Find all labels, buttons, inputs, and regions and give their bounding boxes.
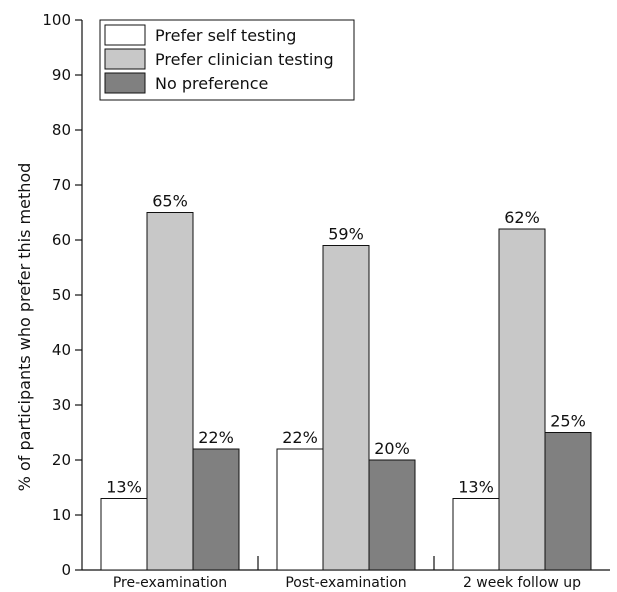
y-axis-label: % of participants who prefer this method: [15, 163, 34, 492]
data-label-0-1: 65%: [152, 192, 188, 211]
x-tick-label-2: 2 week follow up: [463, 575, 581, 591]
bar-1-1: [322, 245, 370, 571]
data-label-1-0: 22%: [282, 428, 318, 447]
y-axis: 0 10 20 30 40 50 60 70 80 90 100: [42, 11, 83, 579]
bar-2-1: [498, 228, 546, 571]
legend-swatch-2: [104, 72, 146, 94]
legend: Prefer self testing Prefer clinician test…: [99, 19, 355, 101]
bar-1-2: [368, 459, 416, 571]
x-tick-label-1: Post-examination: [285, 575, 406, 591]
y-tick-label-80: 80: [52, 121, 71, 139]
bar-2-0: [452, 498, 500, 571]
data-label-2-2: 25%: [550, 412, 586, 431]
y-tick-label-90: 90: [52, 66, 71, 84]
data-label-0-0: 13%: [106, 478, 142, 497]
y-tick-label-30: 30: [52, 396, 71, 414]
legend-label-0: Prefer self testing: [155, 26, 296, 45]
y-tick-label-50: 50: [52, 286, 71, 304]
legend-label-1: Prefer clinician testing: [155, 50, 334, 69]
legend-label-2: No preference: [155, 74, 268, 93]
legend-swatch-0: [104, 24, 146, 46]
legend-swatch-1: [104, 48, 146, 70]
bar-0-0: [100, 498, 148, 571]
y-tick-label-20: 20: [52, 451, 71, 469]
y-tick-label-60: 60: [52, 231, 71, 249]
bar-1-0: [276, 448, 324, 571]
y-tick-label-40: 40: [52, 341, 71, 359]
bar-0-1: [146, 212, 194, 571]
x-tick-label-0: Pre-examination: [113, 575, 227, 591]
y-tick-label-70: 70: [52, 176, 71, 194]
data-labels: 13% 65% 22% 22% 59% 20% 13% 62% 25%: [106, 192, 586, 497]
data-label-1-2: 20%: [374, 439, 410, 458]
data-label-0-2: 22%: [198, 428, 234, 447]
y-tick-label-10: 10: [52, 506, 71, 524]
y-tick-label-100: 100: [42, 11, 71, 29]
data-label-2-0: 13%: [458, 478, 494, 497]
data-label-1-1: 59%: [328, 225, 364, 244]
y-tick-label-0: 0: [61, 561, 71, 579]
bars: [100, 212, 592, 571]
data-label-2-1: 62%: [504, 208, 540, 227]
bar-2-2: [544, 432, 592, 571]
bar-0-2: [192, 448, 240, 571]
